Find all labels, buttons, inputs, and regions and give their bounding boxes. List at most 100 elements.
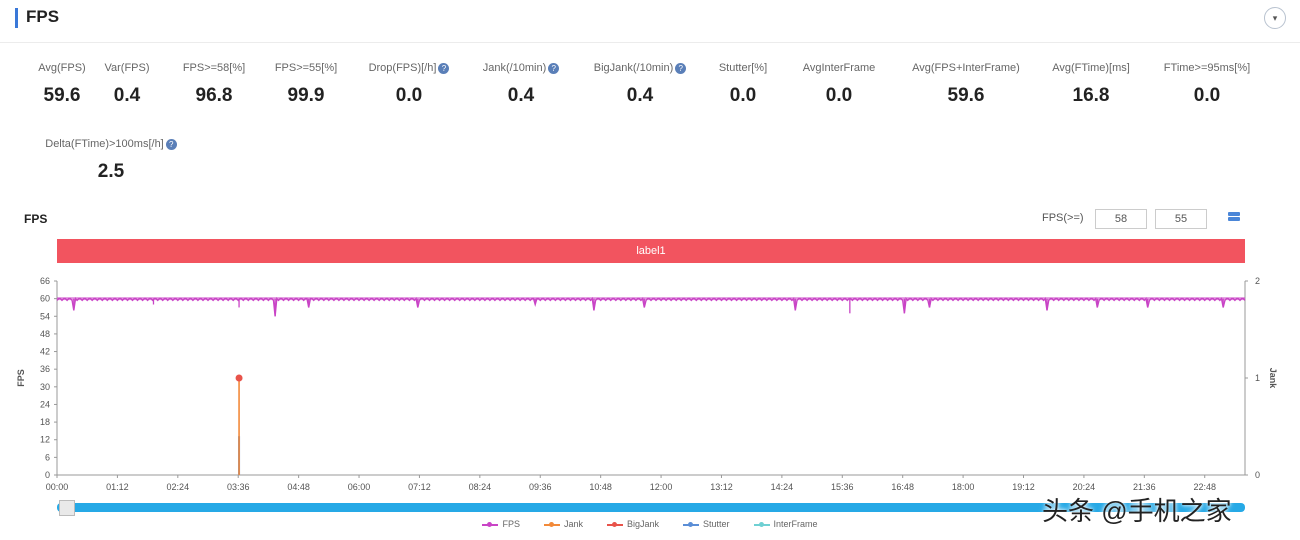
legend-swatch [753, 521, 770, 527]
x-tick-label: 13:12 [710, 482, 733, 492]
legend-label: BigJank [626, 519, 660, 529]
metric-value: 16.8 [1072, 85, 1110, 106]
legend-swatch [482, 521, 499, 527]
x-tick-label: 12:00 [650, 482, 673, 492]
metric-value: 0.0 [1193, 85, 1221, 106]
legend-swatch [543, 521, 560, 527]
legend-item-fps[interactable]: FPS [482, 519, 520, 529]
help-icon[interactable]: ? [165, 139, 177, 150]
metric-value: 59.6 [947, 85, 985, 106]
y-axis-title: FPS [16, 369, 26, 387]
title-accent-bar [15, 8, 18, 28]
fps-series-line [56, 296, 1246, 317]
metric-label: BigJank(/10min)? [560, 62, 720, 74]
metric-6: Jank(/10min)? 0.4 [441, 62, 601, 107]
y-tick-label: 66 [40, 276, 50, 286]
help-icon[interactable]: ? [548, 63, 560, 74]
chart-title: FPS [24, 212, 48, 226]
legend-label: Stutter [703, 519, 730, 529]
metric-value: 0.4 [113, 85, 141, 106]
metric-value: 96.8 [195, 85, 233, 106]
metric-value: 99.9 [287, 85, 325, 106]
y2-tick-label: 2 [1255, 276, 1260, 286]
metric-value: 0.0 [729, 85, 757, 106]
chart-legend: FPS Jank BigJank Stutter InterFrame [0, 519, 1300, 529]
x-tick-label: 07:12 [408, 482, 431, 492]
legend-label: Jank [563, 519, 583, 529]
legend-item-jank[interactable]: Jank [543, 519, 583, 529]
metric-label: Avg(FTime)[ms] [1052, 62, 1130, 74]
legend-label: FPS [502, 519, 520, 529]
metric-value: 59.6 [43, 85, 81, 106]
metric-label: FTime>=95ms[%] [1163, 62, 1251, 74]
section-header: FPS ▾ [0, 0, 1300, 43]
help-icon[interactable]: ? [438, 63, 450, 74]
x-tick-label: 19:12 [1012, 482, 1035, 492]
metric-value: 0.0 [395, 85, 423, 106]
label-bar[interactable]: label1 [57, 239, 1245, 263]
section-title: FPS [26, 7, 60, 26]
x-tick-label: 04:48 [287, 482, 310, 492]
y-tick-label: 48 [40, 329, 50, 339]
x-tick-label: 20:24 [1073, 482, 1096, 492]
legend-item-stutter[interactable]: Stutter [683, 519, 730, 529]
x-tick-label: 21:36 [1133, 482, 1156, 492]
metric-label: Avg(FPS) [38, 62, 86, 74]
metric-value: 0.0 [825, 85, 853, 106]
y-tick-label: 24 [40, 399, 50, 409]
metric-7: BigJank(/10min)? 0.4 [560, 62, 720, 107]
metric-5: Drop(FPS)[/h]? 0.0 [329, 62, 489, 107]
time-range-slider-handle[interactable] [59, 500, 75, 516]
fps-threshold-input-1[interactable]: 58 [1095, 209, 1147, 229]
metric-4: FPS>=55[%] 99.9 [226, 62, 386, 107]
list-icon [1228, 212, 1240, 216]
metric-1: Avg(FPS) 59.6 [0, 62, 142, 107]
bigjank-point [235, 374, 243, 382]
x-tick-label: 02:24 [167, 482, 190, 492]
metric-label: Var(FPS) [104, 62, 150, 74]
apply-threshold-button[interactable] [1224, 211, 1244, 225]
metric-value: 0.4 [507, 85, 535, 106]
fps-threshold-label: FPS(>=) [1042, 212, 1084, 224]
y-tick-label: 42 [40, 347, 50, 357]
x-tick-label: 10:48 [589, 482, 612, 492]
metric-value: 0.4 [626, 85, 654, 106]
metric-9: AvgInterFrame 0.0 [759, 62, 919, 107]
x-tick-label: 08:24 [469, 482, 492, 492]
metric-label: FPS>=55[%] [274, 62, 338, 74]
help-icon[interactable]: ? [675, 63, 687, 74]
legend-swatch [606, 521, 623, 527]
metric-12: FTime>=95ms[%] 0.0 [1127, 62, 1287, 107]
legend-item-interframe[interactable]: InterFrame [753, 519, 818, 529]
metric-label: AvgInterFrame [802, 62, 876, 74]
x-tick-label: 18:00 [952, 482, 975, 492]
x-tick-label: 00:00 [46, 482, 69, 492]
fps-threshold-input-2[interactable]: 55 [1155, 209, 1207, 229]
y-tick-label: 60 [40, 294, 50, 304]
metric-label: Jank(/10min)? [441, 62, 601, 74]
y2-tick-label: 1 [1255, 373, 1260, 383]
metric-label: Avg(FPS+InterFrame) [912, 62, 1020, 74]
metric-label: FPS>=58[%] [182, 62, 246, 74]
metric-13: Delta(FTime)>100ms[/h]? 2.5 [31, 138, 191, 183]
y-tick-label: 18 [40, 417, 50, 427]
y-tick-label: 54 [40, 311, 50, 321]
watermark: 头条 @手机之家 [1042, 496, 1232, 526]
x-tick-label: 09:36 [529, 482, 552, 492]
legend-item-bigjank[interactable]: BigJank [606, 519, 660, 529]
metric-label: Drop(FPS)[/h]? [329, 62, 489, 74]
metric-label: Delta(FTime)>100ms[/h]? [31, 138, 191, 150]
y2-tick-label: 0 [1255, 470, 1260, 480]
time-range-slider[interactable] [57, 503, 1245, 512]
x-tick-label: 16:48 [891, 482, 914, 492]
x-tick-label: 22:48 [1193, 482, 1216, 492]
collapse-chevron-icon[interactable]: ▾ [1264, 7, 1286, 29]
legend-swatch [683, 521, 700, 527]
x-tick-label: 03:36 [227, 482, 250, 492]
legend-label: InterFrame [773, 519, 818, 529]
y-tick-label: 6 [45, 452, 50, 462]
y-tick-label: 0 [45, 470, 50, 480]
y-tick-label: 12 [40, 435, 50, 445]
metric-8: Stutter[%] 0.0 [663, 62, 823, 107]
